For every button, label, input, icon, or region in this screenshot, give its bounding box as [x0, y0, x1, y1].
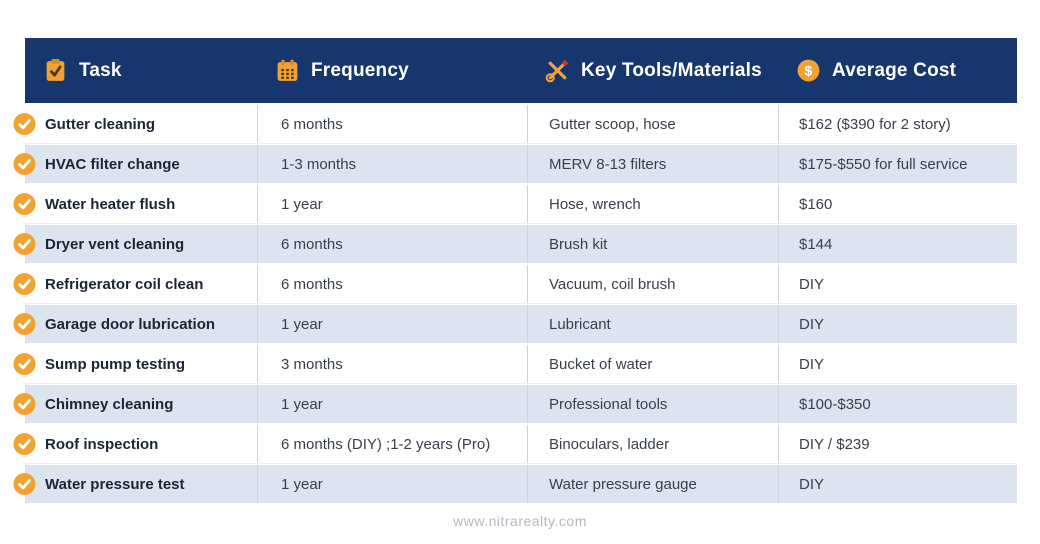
task-cell: Roof inspection [45, 435, 159, 453]
crossed-tools-icon [545, 60, 568, 83]
frequency-cell: 3 months [257, 345, 527, 383]
table-row: HVAC filter change 1-3 months MERV 8-13 … [13, 145, 1017, 183]
frequency-cell: 1 year [257, 465, 527, 503]
website-watermark: www.nitrarealty.com [453, 513, 587, 529]
check-circle-icon [13, 112, 36, 136]
tools-cell: Bucket of water [527, 345, 778, 383]
frequency-cell: 6 months [257, 265, 527, 303]
check-circle-icon [13, 152, 36, 176]
column-header-cost-label: Average Cost [832, 59, 957, 81]
cost-cell: DIY / $239 [778, 425, 1017, 463]
table-row: Garage door lubrication 1 year Lubricant… [13, 305, 1017, 343]
table-row: Roof inspection 6 months (DIY) ;1-2 year… [13, 425, 1017, 463]
table-row: Water pressure test 1 year Water pressur… [13, 465, 1017, 503]
frequency-cell: 1 year [257, 385, 527, 423]
column-header-task: Task [25, 38, 257, 103]
task-cell: Dryer vent cleaning [45, 235, 185, 253]
tools-cell: Lubricant [527, 305, 778, 343]
table-row: Refrigerator coil clean 6 months Vacuum,… [13, 265, 1017, 303]
calendar-icon [277, 59, 298, 81]
table-body: Gutter cleaning 6 months Gutter scoop, h… [13, 105, 1017, 503]
frequency-cell: 1 year [257, 185, 527, 223]
task-cell: Refrigerator coil clean [45, 275, 204, 293]
table-row: Dryer vent cleaning 6 months Brush kit $… [13, 225, 1017, 263]
column-header-tools: Key Tools/Materials [527, 38, 778, 103]
check-circle-icon [13, 312, 36, 336]
check-circle-icon [13, 432, 36, 456]
check-circle-icon [13, 232, 36, 256]
column-header-frequency: Frequency [257, 38, 527, 103]
table-header-row: Task Frequency Key Tools/M [25, 38, 1017, 103]
frequency-cell: 1-3 months [257, 145, 527, 183]
tools-cell: Brush kit [527, 225, 778, 263]
tools-cell: Water pressure gauge [527, 465, 778, 503]
cost-cell: $144 [778, 225, 1017, 263]
task-cell: HVAC filter change [45, 155, 180, 173]
task-cell: Water pressure test [45, 475, 185, 493]
table-row: Gutter cleaning 6 months Gutter scoop, h… [13, 105, 1017, 143]
check-circle-icon [13, 472, 36, 496]
tools-cell: Binoculars, ladder [527, 425, 778, 463]
task-cell: Water heater flush [45, 195, 176, 213]
frequency-cell: 6 months [257, 225, 527, 263]
svg-text:$: $ [804, 63, 812, 79]
check-circle-icon [13, 352, 36, 376]
task-cell: Chimney cleaning [45, 395, 174, 413]
table-row: Sump pump testing 3 months Bucket of wat… [13, 345, 1017, 383]
column-header-frequency-label: Frequency [311, 59, 409, 81]
maintenance-table: Task Frequency Key Tools/M [13, 38, 1017, 505]
frequency-cell: 6 months (DIY) ;1-2 years (Pro) [257, 425, 527, 463]
frequency-cell: 1 year [257, 305, 527, 343]
task-cell: Garage door lubrication [45, 315, 216, 333]
cost-cell: $175-$550 for full service [778, 145, 1017, 183]
tools-cell: Vacuum, coil brush [527, 265, 778, 303]
cost-cell: DIY [778, 465, 1017, 503]
check-circle-icon [13, 392, 36, 416]
column-header-cost: $ Average Cost [778, 38, 1017, 103]
task-cell: Sump pump testing [45, 355, 185, 373]
column-header-tools-label: Key Tools/Materials [581, 59, 762, 81]
check-circle-icon [13, 272, 36, 296]
column-header-task-label: Task [79, 59, 122, 81]
clipboard-check-icon [46, 59, 65, 81]
tools-cell: Professional tools [527, 385, 778, 423]
tools-cell: MERV 8-13 filters [527, 145, 778, 183]
task-cell: Gutter cleaning [45, 115, 156, 133]
tools-cell: Gutter scoop, hose [527, 105, 778, 143]
cost-cell: DIY [778, 345, 1017, 383]
cost-cell: $100-$350 [778, 385, 1017, 423]
cost-cell: DIY [778, 305, 1017, 343]
cost-cell: $162 ($390 for 2 story) [778, 105, 1017, 143]
table-row: Chimney cleaning 1 year Professional too… [13, 385, 1017, 423]
table-row: Water heater flush 1 year Hose, wrench $… [13, 185, 1017, 223]
dollar-circle-icon: $ [797, 59, 820, 82]
tools-cell: Hose, wrench [527, 185, 778, 223]
frequency-cell: 6 months [257, 105, 527, 143]
cost-cell: $160 [778, 185, 1017, 223]
check-circle-icon [13, 192, 36, 216]
cost-cell: DIY [778, 265, 1017, 303]
